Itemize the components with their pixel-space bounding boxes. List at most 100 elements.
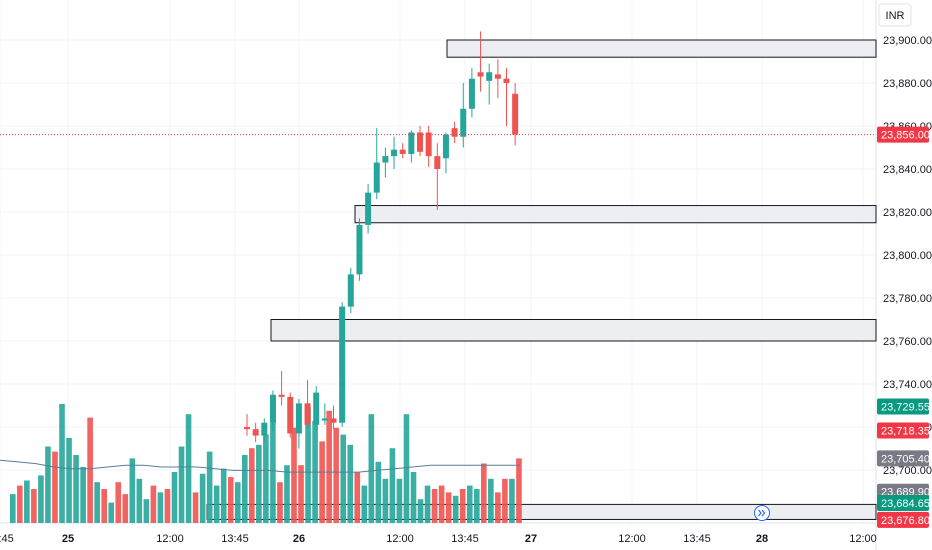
volume-bar xyxy=(220,468,227,523)
candle xyxy=(425,126,432,167)
time-tick-label: 26 xyxy=(293,533,305,545)
volume-bar xyxy=(445,492,452,523)
volume-bar xyxy=(340,434,347,523)
volume-bar xyxy=(326,410,332,523)
volume-bar xyxy=(452,495,459,523)
price-tick-label: 23,820.00 xyxy=(883,207,932,219)
candle-body xyxy=(287,396,294,434)
price-axis-badge: 23,856.00 xyxy=(877,126,930,143)
volume-bar xyxy=(178,446,185,523)
price-badge-background xyxy=(877,422,929,439)
volume-bar xyxy=(389,448,396,523)
candle xyxy=(399,143,406,159)
price-axis-labels: 23,856.00 23,729.55 23,718.35 23,705.40 23,6… xyxy=(877,126,930,528)
volume-bar xyxy=(502,478,508,523)
candle-body xyxy=(278,394,285,397)
candle xyxy=(295,399,302,449)
candle xyxy=(391,136,398,169)
candle xyxy=(451,121,458,144)
price-badge-background xyxy=(877,450,929,467)
candle-body xyxy=(442,134,449,159)
volume-bar xyxy=(241,455,248,523)
supply-demand-zones xyxy=(206,39,877,520)
candle-body xyxy=(512,93,519,135)
candle xyxy=(486,63,493,105)
price-badge-background xyxy=(877,398,929,415)
currency-label: INR xyxy=(886,10,905,22)
time-tick-label: 28 xyxy=(756,533,768,545)
volume-bar xyxy=(164,489,171,523)
time-tick-label: 12:00 xyxy=(849,533,877,545)
candle-body xyxy=(503,78,510,83)
volume-bar xyxy=(495,492,501,523)
candle-body xyxy=(339,306,346,423)
price-tick-label: 23,840.00 xyxy=(883,164,932,176)
volume-bar xyxy=(361,485,368,523)
volume-bar xyxy=(354,472,361,523)
candle-body xyxy=(399,149,406,154)
volume-bar xyxy=(305,407,311,523)
volume-ma-line xyxy=(0,459,520,473)
candle xyxy=(417,126,423,157)
volume-bar xyxy=(333,427,339,523)
volume-bar xyxy=(473,489,480,523)
time-tick-label: 13:45 xyxy=(0,533,14,545)
volume-bar xyxy=(52,451,58,523)
volume-moving-average xyxy=(0,459,520,473)
candle xyxy=(330,405,337,430)
volume-bar xyxy=(234,482,241,523)
volume-bar xyxy=(396,478,403,523)
candle xyxy=(365,184,372,234)
candle xyxy=(269,390,276,432)
volume-bar xyxy=(466,485,473,523)
candle xyxy=(278,371,285,406)
volume-bar xyxy=(122,494,129,523)
price-badge-text: 23,684.65 xyxy=(881,498,930,510)
candle-body xyxy=(451,128,458,137)
volume-bar xyxy=(368,414,375,523)
time-tick-label: 12:00 xyxy=(156,533,184,545)
volume-bar xyxy=(17,485,23,523)
volume-bar xyxy=(256,444,262,523)
volume-bar xyxy=(80,466,86,523)
candle-body xyxy=(304,403,311,425)
candle-body xyxy=(252,429,259,436)
scroll-to-realtime-button[interactable] xyxy=(754,505,770,521)
time-axis[interactable]: 13:45 25 12:00 13:45 26 12:00 13:45 27 12:00 13:4… xyxy=(0,533,877,545)
candle-body xyxy=(356,224,363,275)
volume-bar xyxy=(375,461,382,523)
currency-button[interactable]: INR xyxy=(878,3,912,27)
price-tick-label: 23,900.00 xyxy=(883,35,932,47)
candle xyxy=(244,414,250,436)
price-badge-background xyxy=(877,495,929,512)
volume-bar xyxy=(459,489,466,523)
volume-bar xyxy=(516,458,522,523)
volume-bar xyxy=(38,475,44,523)
candle-body xyxy=(330,418,337,423)
volume-bar xyxy=(509,478,515,523)
candle xyxy=(382,147,389,178)
zone-rectangle xyxy=(446,39,877,58)
candles xyxy=(244,31,519,449)
price-axis-badge: 23,718.35 xyxy=(877,422,930,439)
price-tick-label: 23,880.00 xyxy=(883,78,932,90)
volume-bar xyxy=(157,492,164,523)
double-chevron-right-icon xyxy=(758,509,766,517)
price-axis-badge: 23,676.80 xyxy=(877,511,930,528)
volume-bar xyxy=(73,455,79,523)
volume-bar xyxy=(403,414,410,523)
volume-bar xyxy=(192,492,199,523)
price-badge-text: 23,729.55 xyxy=(881,401,930,413)
price-tick-label: 23,780.00 xyxy=(883,293,932,305)
volume-bar xyxy=(284,465,290,523)
price-badge-text: 23,856.00 xyxy=(881,130,930,142)
time-tick-label: 25 xyxy=(62,533,74,545)
volume-bar xyxy=(94,482,100,523)
volume-bar xyxy=(10,494,16,523)
volume-bar xyxy=(185,414,192,523)
candle-body xyxy=(365,192,372,225)
candle xyxy=(252,422,259,443)
price-tick-label: 23,740.00 xyxy=(883,379,932,391)
volume-bar xyxy=(115,482,122,523)
